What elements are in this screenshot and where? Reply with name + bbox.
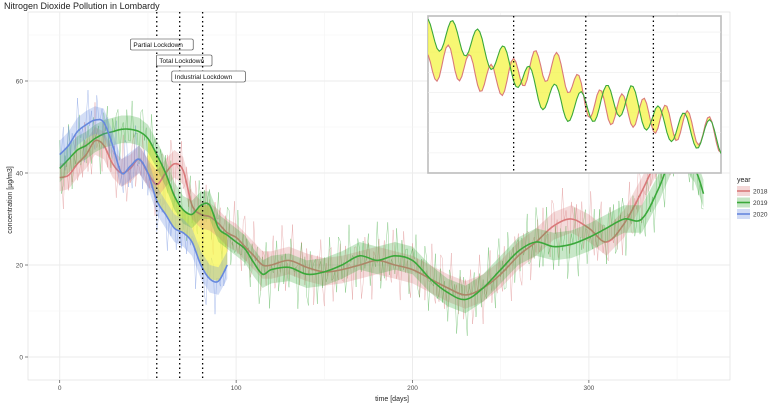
inset-line-2019 xyxy=(428,18,721,154)
legend-label-2020: 2020 xyxy=(753,211,768,218)
x-tick-label: 300 xyxy=(583,385,594,392)
chart-title: Nitrogen Dioxide Pollution in Lombardy xyxy=(4,1,160,11)
lockdown-label: Industrial Lockdown xyxy=(175,74,233,81)
x-tick-label: 200 xyxy=(407,385,418,392)
inset-difference-fill xyxy=(428,19,721,154)
series-line-2020 xyxy=(59,118,229,283)
grid-lines xyxy=(28,12,730,380)
series-line-2018 xyxy=(59,116,704,296)
y-axis-label: concentration [µg/m3] xyxy=(7,166,14,234)
inset-content xyxy=(428,16,721,173)
series-line-2019 xyxy=(59,128,705,301)
difference-fill xyxy=(147,138,228,282)
lockdown-difference-area xyxy=(147,138,228,282)
lockdown-label-box xyxy=(130,38,194,51)
x-axis-label: time [days] xyxy=(375,396,409,403)
lockdown-markers: Partial Lockdown Total Lockdown Industrial… xyxy=(130,12,246,380)
legend: year 2018 2019 2020 xyxy=(737,177,768,219)
confidence-band-2018 xyxy=(59,104,704,309)
lockdown-label: Partial Lockdown xyxy=(133,42,183,49)
series-lines xyxy=(59,104,705,314)
y-tick-label: 40 xyxy=(16,170,24,177)
legend-label-2019: 2019 xyxy=(753,200,768,207)
lockdown-label: Total Lockdown xyxy=(159,58,204,65)
lockdown-label-box xyxy=(171,70,246,83)
lockdown-label-box xyxy=(156,54,213,67)
y-tick-label: 0 xyxy=(19,354,23,361)
confidence-band-2020 xyxy=(59,106,228,295)
x-tick-label: 0 xyxy=(58,385,62,392)
legend-label-2018: 2018 xyxy=(753,188,768,195)
axes: 0 100 200 300 0 20 40 60 xyxy=(16,78,595,392)
legend-title: year xyxy=(737,177,751,184)
inset-line-2018 xyxy=(428,44,721,153)
inset-panel xyxy=(427,15,722,174)
y-tick-label: 20 xyxy=(16,262,24,269)
x-tick-label: 100 xyxy=(231,385,242,392)
y-tick-label: 60 xyxy=(16,78,24,85)
